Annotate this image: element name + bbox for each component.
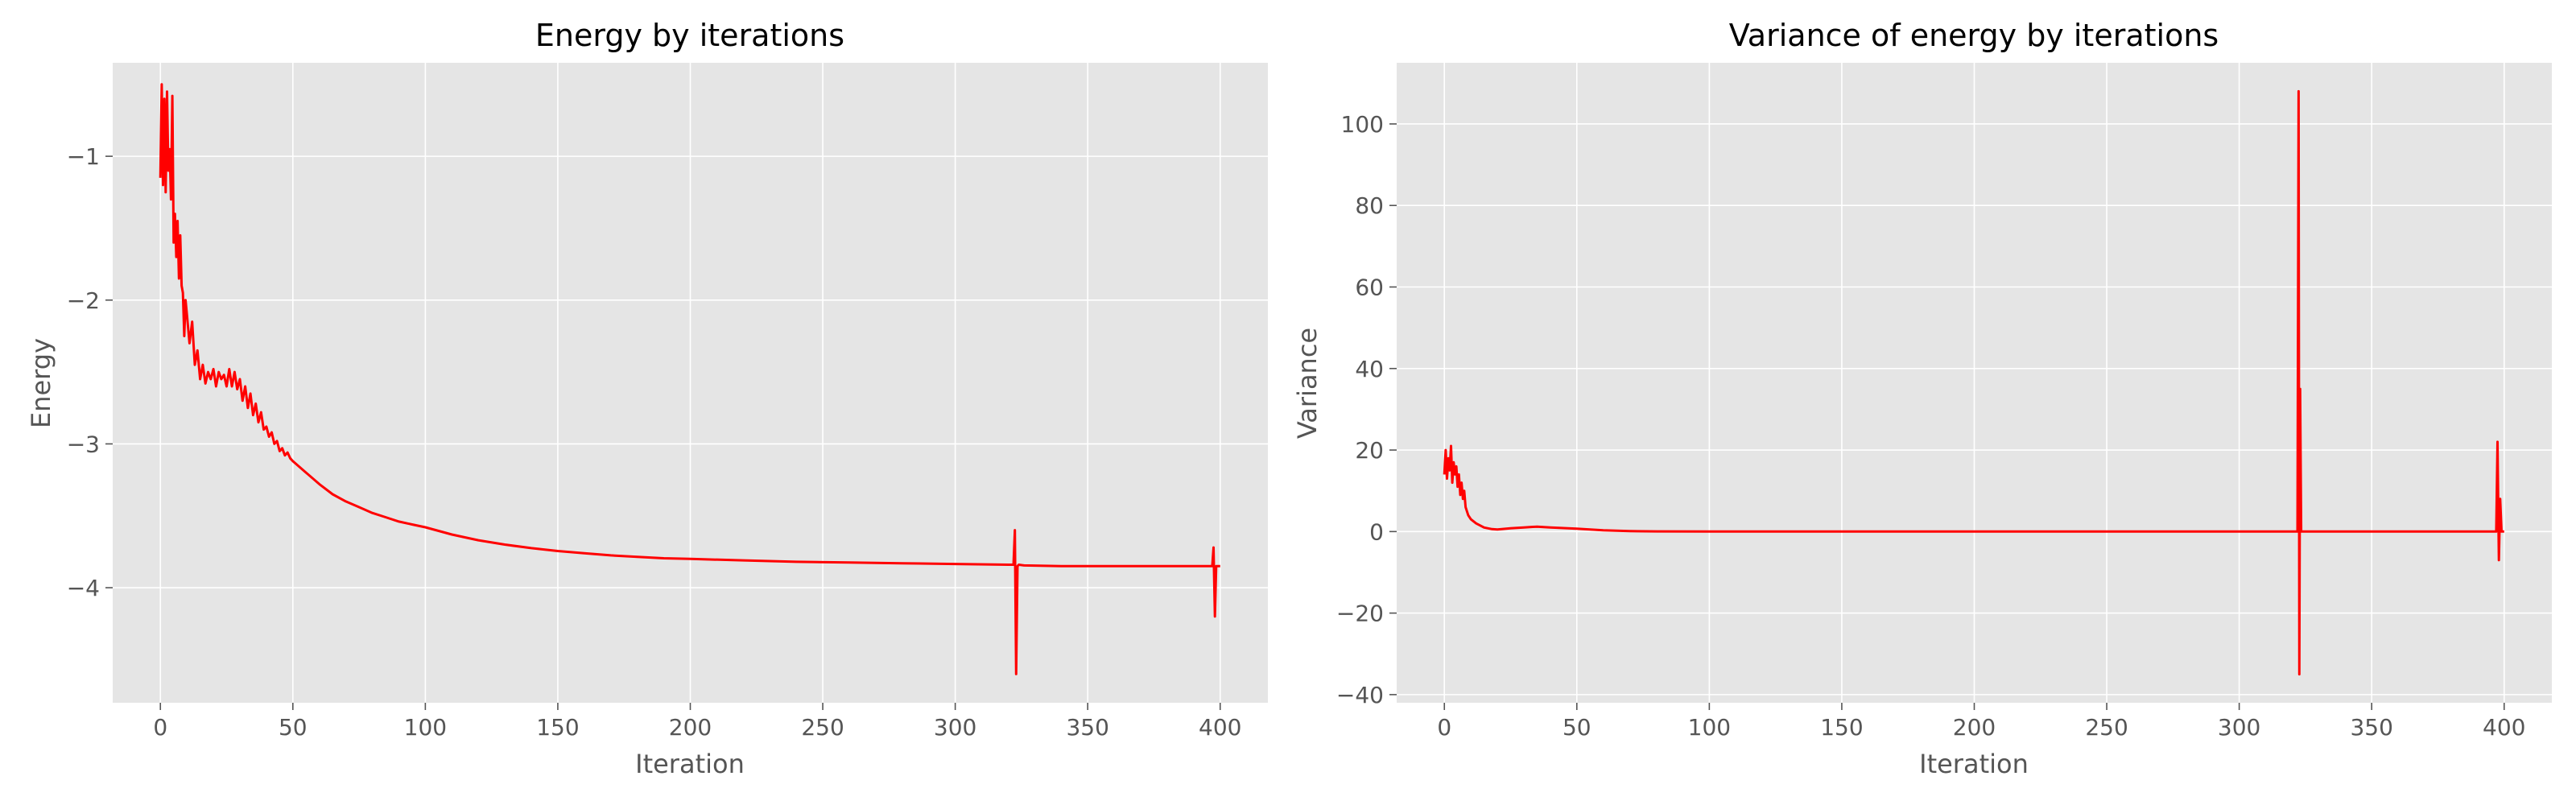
energy-x-tick-label: 300 (934, 714, 976, 741)
energy-ticks: 0 50 100 150 200 250 300 350 400 −4 −3 −2 −1 (67, 143, 1242, 741)
variance-series (1443, 89, 2504, 676)
variance-y-tick-label: 20 (1355, 437, 1384, 464)
energy-series-line (159, 83, 1220, 675)
energy-y-tick-label: −1 (67, 143, 100, 170)
variance-x-tick-label: 350 (2350, 714, 2392, 741)
variance-x-tick-label: 50 (1563, 714, 1591, 741)
energy-gridlines (113, 63, 1268, 703)
energy-x-tick-label: 350 (1066, 714, 1108, 741)
variance-y-tick-label: 80 (1355, 192, 1384, 219)
energy-x-tick-label: 50 (279, 714, 308, 741)
energy-series (159, 83, 1220, 675)
variance-y-tick-label: 100 (1341, 111, 1384, 138)
energy-y-axis-label: Energy (26, 338, 56, 428)
variance-x-axis-label: Iteration (1919, 749, 2029, 779)
variance-ticks: 0 50 100 150 200 250 300 350 400 −40 −20 0 20 40 60 80 1… (1336, 111, 2526, 741)
variance-x-tick-label: 200 (1953, 714, 1996, 741)
variance-x-tick-label: 300 (2218, 714, 2260, 741)
variance-x-tick-label: 250 (2085, 714, 2128, 741)
variance-x-tick-label: 400 (2483, 714, 2525, 741)
variance-series-line (1443, 89, 2504, 676)
energy-chart-title: Energy by iterations (535, 18, 844, 53)
variance-panel: 0 50 100 150 200 250 300 350 400 −40 −20 0 20 40 60 80 1… (1292, 18, 2552, 779)
energy-x-axis-label: Iteration (635, 749, 745, 779)
variance-y-tick-label: 40 (1355, 356, 1384, 382)
variance-gridlines (1397, 63, 2552, 703)
energy-y-tick-label: −3 (67, 431, 100, 457)
variance-chart-title: Variance of energy by iterations (1729, 18, 2219, 53)
energy-x-tick-label: 100 (404, 714, 447, 741)
variance-x-tick-label: 0 (1437, 714, 1451, 741)
energy-x-tick-label: 250 (801, 714, 844, 741)
energy-x-tick-label: 150 (536, 714, 579, 741)
energy-x-tick-label: 400 (1199, 714, 1241, 741)
variance-y-tick-label: 0 (1369, 518, 1384, 545)
variance-y-axis-label: Variance (1292, 328, 1323, 439)
energy-x-tick-label: 200 (669, 714, 712, 741)
energy-y-tick-label: −4 (67, 575, 100, 601)
variance-y-tick-label: −20 (1336, 601, 1384, 627)
variance-x-tick-label: 100 (1688, 714, 1731, 741)
energy-x-tick-label: 0 (153, 714, 167, 741)
variance-y-tick-label: 60 (1355, 275, 1384, 301)
variance-x-tick-label: 150 (1820, 714, 1863, 741)
energy-y-tick-label: −2 (67, 287, 100, 314)
energy-panel: 0 50 100 150 200 250 300 350 400 −4 −3 −2 −1 Energy … (26, 18, 1268, 779)
variance-y-tick-label: −40 (1336, 682, 1384, 708)
